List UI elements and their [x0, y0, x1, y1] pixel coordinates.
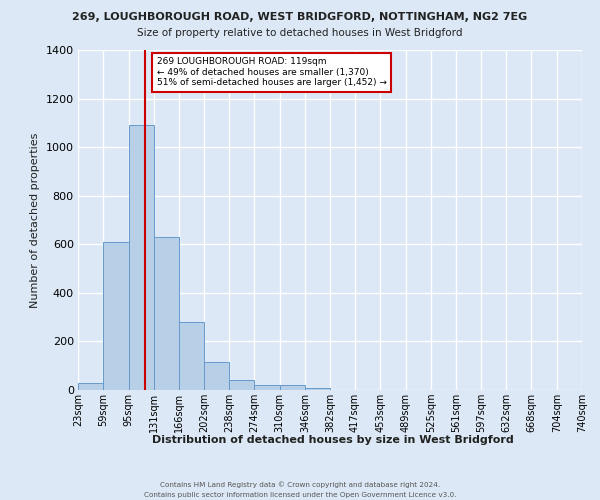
- Bar: [229, 380, 254, 390]
- Bar: [280, 384, 305, 390]
- Bar: [78, 382, 103, 390]
- Bar: [204, 362, 229, 390]
- Y-axis label: Number of detached properties: Number of detached properties: [30, 132, 40, 308]
- Text: Size of property relative to detached houses in West Bridgford: Size of property relative to detached ho…: [137, 28, 463, 38]
- Text: Distribution of detached houses by size in West Bridgford: Distribution of detached houses by size …: [152, 435, 514, 445]
- Bar: [254, 384, 280, 390]
- Text: Contains HM Land Registry data © Crown copyright and database right 2024.: Contains HM Land Registry data © Crown c…: [160, 481, 440, 488]
- Bar: [179, 322, 204, 390]
- Bar: [305, 388, 331, 390]
- Bar: [103, 242, 128, 390]
- Text: Contains public sector information licensed under the Open Government Licence v3: Contains public sector information licen…: [144, 492, 456, 498]
- Text: 269, LOUGHBOROUGH ROAD, WEST BRIDGFORD, NOTTINGHAM, NG2 7EG: 269, LOUGHBOROUGH ROAD, WEST BRIDGFORD, …: [73, 12, 527, 22]
- Bar: [154, 237, 179, 390]
- Text: 269 LOUGHBOROUGH ROAD: 119sqm
← 49% of detached houses are smaller (1,370)
51% o: 269 LOUGHBOROUGH ROAD: 119sqm ← 49% of d…: [157, 58, 386, 87]
- Bar: [128, 126, 154, 390]
